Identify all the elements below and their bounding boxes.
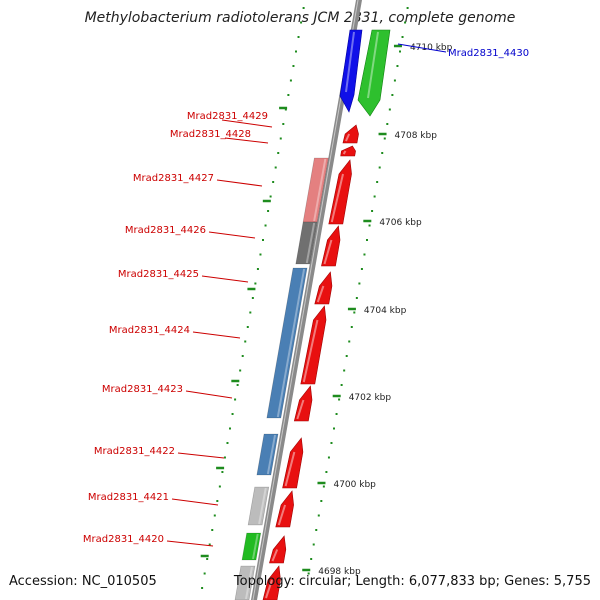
gene-block-lime-shine: [252, 533, 259, 560]
scale-label: 4700 kbp: [333, 480, 376, 490]
gene-label: Mrad2831_4429: [187, 111, 268, 122]
forward-gene-arrow-shine: [296, 399, 305, 420]
forward-gene-arrow: [321, 225, 341, 267]
gene-leader-line: [166, 540, 214, 547]
forward-gene-arrow-shine: [342, 150, 347, 155]
forward-gene-arrow: [314, 271, 333, 305]
gene-block-pink-shine: [313, 158, 327, 222]
gene-label: Mrad2831_4427: [133, 173, 214, 184]
gene-block-dark-shine: [305, 222, 316, 264]
gene-leader-line: [185, 390, 233, 399]
accession-label: Accession: NC_010505: [9, 574, 157, 589]
gene-label: Mrad2831_4428: [170, 129, 251, 140]
gene-label: Mrad2831_4430: [448, 48, 529, 59]
forward-gene-arrow: [269, 535, 287, 564]
gene-label: Mrad2831_4424: [109, 325, 190, 336]
forward-gene-arrow-shine: [330, 173, 344, 223]
gene-label: Mrad2831_4426: [125, 225, 206, 236]
gene-block-steel-shine: [266, 434, 277, 475]
scale-label: 4704 kbp: [364, 306, 407, 316]
gene-arrow-blue-shine: [345, 31, 355, 93]
gene-leader-line: [177, 452, 225, 459]
gene-label: Mrad2831_4423: [102, 384, 183, 395]
gene-label: Mrad2831_4422: [94, 446, 175, 457]
forward-gene-arrow-shine: [277, 504, 287, 526]
gene-label: Mrad2831_4425: [118, 269, 199, 280]
gene-arrow-blue: [339, 29, 363, 113]
forward-gene-arrow-shine: [271, 549, 279, 562]
gene-leader-line: [221, 119, 273, 128]
gene-block-steel: [256, 433, 279, 476]
forward-gene-arrow: [293, 385, 313, 422]
forward-gene-arrow: [340, 145, 356, 157]
gene-block-light-shine: [245, 566, 253, 600]
forward-gene-arrow-shine: [345, 133, 351, 142]
scale-label: 4698 kbp: [318, 567, 361, 577]
gene-block-lime: [241, 532, 262, 561]
gene-block-light: [247, 486, 270, 526]
gene-label: Mrad2831_4420: [83, 534, 164, 545]
scale-label: 4702 kbp: [349, 393, 392, 403]
forward-gene-arrow-shine: [302, 319, 319, 383]
gene-leader-line: [208, 231, 256, 239]
gene-leader-line: [201, 275, 249, 283]
forward-gene-arrow-shine: [316, 285, 325, 303]
gene-block-steel-shine: [276, 268, 306, 418]
topology-label: Topology: circular; Length: 6,077,833 bp…: [233, 574, 591, 589]
map-title: Methylobacterium radiotolerans JCM 2831,…: [84, 10, 516, 26]
gene-arrow-green: [357, 29, 391, 117]
gene-block-light-shine: [258, 487, 267, 525]
gene-block-dark: [295, 221, 318, 265]
forward-gene-arrow-shine: [284, 451, 296, 487]
forward-gene-arrow-shine: [265, 579, 273, 599]
gene-leader-line: [224, 137, 269, 144]
forward-gene-arrow: [282, 437, 304, 489]
gene-arrow-green-shine: [367, 31, 379, 99]
forward-gene-arrow: [342, 124, 359, 144]
backbone-highlight: [252, 0, 359, 600]
gene-block-steel: [266, 267, 308, 419]
forward-gene-arrow-shine: [323, 239, 333, 265]
forward-gene-arrow: [328, 159, 352, 225]
gene-leader-line: [216, 179, 263, 187]
gene-block-light: [234, 565, 256, 600]
gene-label: Mrad2831_4421: [88, 492, 169, 503]
forward-gene-arrow: [275, 490, 294, 528]
scale-label: 4708 kbp: [395, 131, 438, 141]
gene-leader-line: [171, 498, 219, 506]
forward-gene-arrow: [262, 565, 281, 600]
gene-leader-line: [192, 331, 241, 339]
scale-label: 4710 kbp: [410, 43, 453, 53]
forward-gene-arrow: [300, 305, 327, 385]
scale-label: 4706 kbp: [379, 218, 422, 228]
gene-leader-line: [397, 43, 447, 53]
